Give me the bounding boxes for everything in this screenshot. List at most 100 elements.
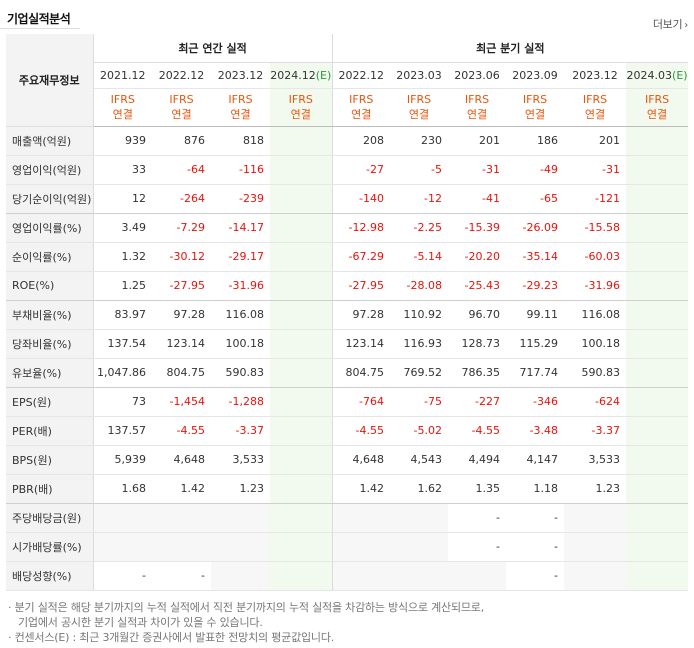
value-cell: -5.02 [390,416,449,446]
value-cell [626,474,689,504]
value-cell: 1.23 [564,474,627,504]
basis-top-label: IFRS [228,93,253,106]
value-cell: -3.37 [211,416,270,446]
row-label: PBR(배) [6,474,94,504]
value-cell [626,387,689,417]
table-row: 배당성향(%) - - - [6,561,689,591]
value-cell: -26.09 [506,213,565,243]
value-cell: -31.96 [211,271,270,301]
period-label: 2023.03 [396,68,442,82]
value-cell: 804.75 [331,358,391,388]
value-cell: - [93,561,152,591]
value-cell [270,155,333,185]
basis-top-label: IFRS [349,93,374,106]
value-cell [626,242,689,272]
table-row: 시가배당률(%) - - [6,532,689,562]
value-cell: 5,939 [93,445,152,475]
value-cell [270,242,333,272]
row-label: 유보율(%) [6,358,94,388]
value-cell: 1.23 [211,474,270,504]
value-cell [626,213,689,243]
annual-period-2: 2023.12 [211,62,270,89]
table-row: 당기순이익(억원) 12 -264 -239 -140 -12 -41 -65 -121 [6,184,689,214]
footnote-2: · 컨센서스(E) : 최근 3개월간 증권사에서 발표한 전망치의 평균값입니… [8,631,335,644]
value-cell [211,561,270,591]
value-cell: -20.20 [448,242,507,272]
value-cell: 100.18 [564,329,627,359]
section-title: 기업실적분석 [7,12,71,26]
value-cell: -31.96 [564,271,627,301]
row-label: 배당성향(%) [6,561,94,591]
value-cell: 128.73 [448,329,507,359]
financial-summary-table: 주요재무정보 최근 연간 실적 최근 분기 실적 2021.12 2022.12 2… [6,34,689,591]
quarter-basis-4: IFRS 연결 [564,88,627,127]
value-cell: -65 [506,184,565,214]
quarter-basis-0: IFRS 연결 [331,88,391,127]
value-cell: 116.08 [211,300,270,330]
table-row: 유보율(%) 1,047.86 804.75 590.83 804.75 769.52 78… [6,358,689,388]
more-label[interactable]: 더보기 [652,18,683,31]
table-row: ROE(%) 1.25 -27.95 -31.96 -27.95 -28.08 -25.43… [6,271,689,301]
estimate-mark: (E) [672,68,688,82]
chevron-right-icon: › [684,20,688,31]
value-cell: 99.11 [506,300,565,330]
value-cell [152,532,211,562]
table-body: 매출액(억원) 939 876 818 208 230 201 186 201 영업이익(억원) 3… [6,126,689,591]
value-cell: - [506,561,565,591]
value-cell: 1.18 [506,474,565,504]
value-cell [270,358,333,388]
value-cell: 1.35 [448,474,507,504]
basis-bottom-label: 연결 [466,108,488,121]
period-label: 2021.12 [100,68,146,82]
value-cell: 137.54 [93,329,152,359]
quarter-period-1: 2023.03 [390,62,449,89]
value-cell: 717.74 [506,358,565,388]
value-cell: - [448,532,507,562]
more-button[interactable]: 더보기 › [653,16,688,32]
value-cell [331,503,391,533]
value-cell: 4,648 [152,445,211,475]
period-label: 2023.12 [572,68,618,82]
basis-top-label: IFRS [464,93,490,106]
value-cell [626,416,689,446]
value-cell: -227 [448,387,507,417]
value-cell: 208 [331,126,391,156]
value-cell: 786.35 [448,358,507,388]
value-cell: -4.55 [331,416,391,446]
table-row: 영업이익률(%) 3.49 -7.29 -14.17 -12.98 -2.25 -15.39… [6,213,689,243]
value-cell [390,532,449,562]
period-label: 2022.12 [338,68,385,82]
value-cell: 3.49 [93,213,152,243]
value-cell [626,358,689,388]
value-cell: -3.37 [564,416,627,446]
value-cell: 769.52 [390,358,449,388]
basis-bottom-label: 연결 [351,108,372,121]
value-cell [448,561,507,591]
value-cell [270,300,333,330]
value-cell: 3,533 [211,445,270,475]
quarter-period-4: 2023.12 [564,62,627,89]
table-row: PBR(배) 1.68 1.42 1.23 1.42 1.62 1.35 1.18 1.23 [6,474,689,504]
value-cell: -5.14 [390,242,449,272]
value-cell: 590.83 [211,358,270,388]
basis-top-label: IFRS [644,93,670,106]
row-label: 당좌비율(%) [6,329,94,359]
value-cell: 818 [211,126,270,156]
value-cell: 83.97 [93,300,152,330]
annual-group-header: 최근 연간 실적 [93,34,333,63]
value-cell: 123.14 [152,329,211,359]
value-cell [270,329,333,359]
row-label: 당기순이익(억원) [6,184,94,214]
value-cell: 1.25 [93,271,152,301]
table-row: PER(배) 137.57 -4.55 -3.37 -4.55 -5.02 -4.55 -3.… [6,416,689,446]
value-cell [564,561,627,591]
value-cell: -27.95 [331,271,391,301]
value-cell [626,445,689,475]
value-cell [270,503,333,533]
value-cell: - [448,503,507,533]
value-cell [270,532,333,562]
footnotes: · 분기 실적은 해당 분기까지의 누적 실적에서 직전 분기까지의 누적 실적… [8,600,688,645]
quarter-group-header: 최근 분기 실적 [331,34,689,63]
period-group-row: 주요재무정보 최근 연간 실적 최근 분기 실적 [6,34,689,127]
footnote-1-text: 분기 실적은 해당 분기까지의 누적 실적에서 직전 분기까지의 누적 실적을 … [14,601,485,614]
